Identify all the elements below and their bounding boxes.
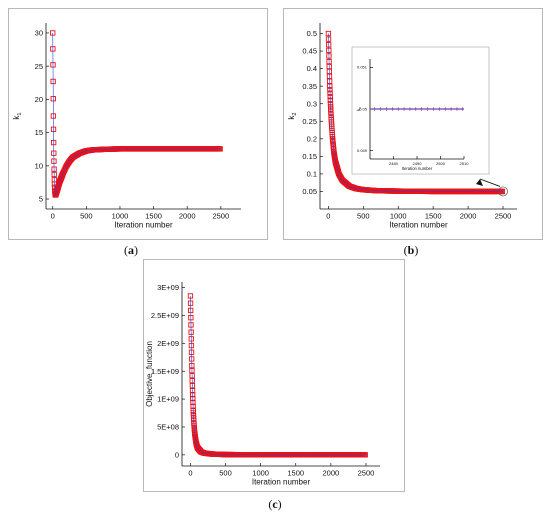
b-y-tick-label: 0.05 (302, 187, 317, 196)
a-y-tick-label: 15 (35, 128, 43, 137)
chart-c: 0 500 1000 1500 2000 2500 0 5E+08 1E+09 1.5E+09 2E… (145, 282, 380, 487)
b-y-axis-label: k2 (287, 112, 298, 119)
a-x-tick-label: 2000 (179, 212, 196, 221)
panel-b: 0 500 1000 1500 2000 2500 0.05 0.1 0.15 0.2 0.25 0.… (283, 8, 543, 240)
b-y-tick-label: 0.15 (302, 152, 317, 161)
a-x-tick-label: 2500 (212, 212, 229, 221)
b-series-line (328, 33, 504, 192)
b-y-tick-label: 0.3 (307, 99, 317, 108)
panel-c-caption: (c) (268, 497, 282, 511)
c-x-tick-label: 500 (219, 469, 232, 478)
c-x-tick-label: 0 (188, 469, 192, 478)
c-x-tick-label: 1000 (252, 469, 269, 478)
panel-c: 0 500 1000 1500 2000 2500 0 5E+08 1E+09 1.5E+09 2E… (143, 259, 405, 492)
a-y-tick-label: 5 (39, 195, 43, 204)
b-x-tick-label: 1000 (390, 212, 407, 221)
c-y-tick-label: 3E+09 (157, 283, 179, 292)
c-y-tick-label: 0 (175, 450, 179, 459)
c-y-tick-label: 1.5E+09 (151, 367, 179, 376)
a-y-tick-label: 30 (35, 29, 43, 38)
b-y-tick-label: 0.35 (302, 82, 317, 91)
c-y-tick-label: 5E+08 (157, 423, 179, 432)
c-y-axis-label: Objective_function (145, 341, 154, 407)
a-series-line (52, 32, 221, 196)
panel-a-caption: (a) (124, 243, 138, 257)
a-y-tick-label: 20 (35, 95, 43, 104)
c-x-tick-label: 1500 (287, 469, 304, 478)
b-plot: 0 500 1000 1500 2000 2500 0.05 0.1 0.15 0.2 0.25 0.… (287, 23, 517, 230)
b-x-tick-label: 1500 (425, 212, 442, 221)
b-callout-arrow (479, 178, 501, 187)
a-plot: 0 500 1000 1500 2000 2500 5 10 15 20 25 30 Iteration… (12, 23, 241, 230)
b-inset-x-tick-label: 2490 (413, 161, 423, 166)
b-x-tick-label: 2000 (460, 212, 477, 221)
b-inset-frame (351, 46, 490, 175)
b-x-axis-label: Iteration number (389, 221, 448, 230)
a-x-tick-label: 1000 (112, 212, 129, 221)
b-inset-plot: 2480 2490 2500 2510 0.049 0.05 0.051 Iteration … (356, 59, 469, 171)
b-y-tick-label: 0.1 (307, 170, 317, 179)
b-x-tick-label: 2500 (495, 212, 512, 221)
b-x-tick-label: 0 (326, 212, 330, 221)
c-x-axis-label: Iteration number (252, 478, 311, 487)
c-y-tick-label: 2.5E+09 (151, 311, 179, 320)
b-inset-y-tick-label: 0.05 (359, 106, 368, 111)
chart-b: 0 500 1000 1500 2000 2500 0.05 0.1 0.15 0.2 0.25 0.… (287, 23, 517, 230)
b-inset-x-tick-label: 2500 (436, 161, 446, 166)
b-inset-x-axis-label: Iteration number (402, 166, 433, 171)
a-y-tick-label: 10 (35, 161, 43, 170)
a-x-tick-label: 500 (80, 212, 93, 221)
c-series-line (190, 295, 366, 456)
b-y-tick-label: 0.25 (302, 117, 317, 126)
b-y-tick-label: 0.5 (307, 29, 317, 38)
b-callout-circle (498, 186, 508, 197)
b-y-tick-label: 0.45 (302, 47, 317, 56)
b-inset-x-tick-label: 2510 (460, 161, 470, 166)
chart-a: 0 500 1000 1500 2000 2500 5 10 15 20 25 30 Iteration… (12, 23, 241, 230)
b-inset-y-axis-label: k2 (356, 107, 362, 111)
c-y-tick-label: 2E+09 (157, 339, 179, 348)
b-y-tick-label: 0.2 (307, 134, 317, 143)
a-x-tick-label: 0 (51, 212, 55, 221)
b-callout-arrowhead (476, 179, 483, 186)
panel-a: 0 500 1000 1500 2000 2500 5 10 15 20 25 30 Iteration… (8, 8, 268, 240)
a-x-tick-label: 1500 (145, 212, 162, 221)
b-x-tick-label: 500 (357, 212, 370, 221)
a-y-tick-label: 25 (35, 62, 43, 71)
b-y-tick-label: 0.4 (307, 64, 317, 73)
c-plot: 0 500 1000 1500 2000 2500 0 5E+08 1E+09 1.5E+09 2E… (145, 282, 380, 487)
b-inset-x-tick-label: 2480 (389, 161, 399, 166)
c-x-tick-label: 2500 (358, 469, 375, 478)
c-y-tick-label: 1E+09 (157, 395, 179, 404)
a-y-axis-label: k1 (12, 112, 23, 119)
a-x-axis-label: Iteration number (114, 221, 173, 230)
c-x-tick-label: 2000 (323, 469, 340, 478)
b-inset-y-tick-label: 0.049 (357, 148, 368, 153)
panel-b-caption: (b) (403, 243, 419, 257)
b-inset-y-tick-label: 0.051 (357, 65, 368, 70)
